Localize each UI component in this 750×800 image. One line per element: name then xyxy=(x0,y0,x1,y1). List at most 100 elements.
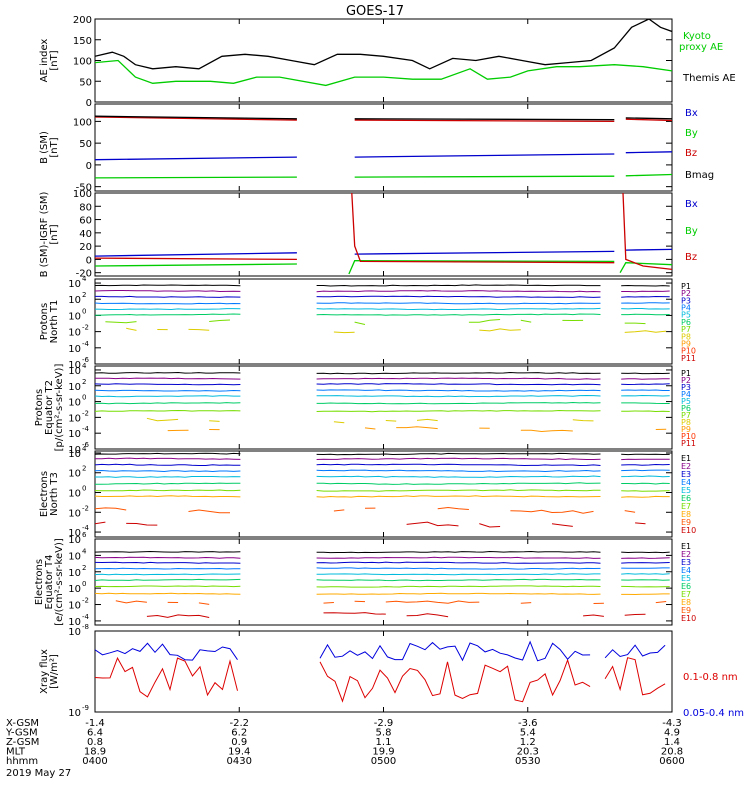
channel-line-e5 xyxy=(316,573,601,576)
series-line-by xyxy=(625,173,672,177)
y-tick-label: 60 xyxy=(79,216,92,227)
legend-p9: P9 xyxy=(681,339,691,348)
channel-line-e8 xyxy=(316,592,601,595)
y-tick-label: 0 xyxy=(86,161,92,172)
y-tick-exponent: 0 xyxy=(82,485,86,493)
y-tick-label: 10 xyxy=(68,360,81,371)
y-tick-label: 10 xyxy=(68,328,81,339)
channel-line-p4 xyxy=(316,302,601,305)
channel-line-e3 xyxy=(621,463,670,466)
y-tick-label: 100 xyxy=(73,189,92,200)
series-line-bx xyxy=(354,153,615,158)
channel-line-p5 xyxy=(95,308,241,311)
series-line-bx xyxy=(354,250,615,255)
y-tick-label: 50 xyxy=(79,77,92,88)
x-value: -1.4 xyxy=(85,718,105,729)
channel-line-p4 xyxy=(621,302,670,304)
channel-line-e1 xyxy=(95,550,241,553)
y-tick-label: 10 xyxy=(68,295,81,306)
series-line-kyoto xyxy=(95,59,672,87)
channel-line-p7 xyxy=(468,319,501,323)
y-axis-label: [e/(cm²-s-sr-keV)] xyxy=(54,538,65,626)
y-tick-label: 10 xyxy=(68,279,81,290)
channel-line-p7 xyxy=(209,319,231,322)
y-tick-exponent: 0 xyxy=(82,394,86,402)
panel-frame xyxy=(94,192,673,277)
channel-line-e9 xyxy=(115,600,147,604)
channel-line-e10 xyxy=(323,612,386,615)
row-label-hhmm: hhmm xyxy=(6,756,38,767)
channel-line-p8 xyxy=(188,328,210,331)
y-tick-exponent: -9 xyxy=(82,704,89,712)
series-line-themis-ae xyxy=(95,19,672,70)
legend-p5: P5 xyxy=(681,311,691,320)
series-line-bz xyxy=(625,118,672,122)
channel-line-p7 xyxy=(354,321,366,325)
channel-line-e6 xyxy=(316,578,601,582)
channel-line-e6 xyxy=(621,579,670,581)
channel-line-p9 xyxy=(396,426,438,430)
y-axis-label: North T1 xyxy=(49,300,60,344)
channel-line-e4 xyxy=(621,469,670,472)
channel-line-e5 xyxy=(621,573,670,575)
channel-line-p6 xyxy=(316,401,601,405)
channel-line-e8 xyxy=(95,495,241,498)
channel-line-e9 xyxy=(323,602,334,604)
y-tick-label: 10 xyxy=(68,617,81,628)
y-tick-label: 0 xyxy=(86,255,92,266)
channel-line-e1 xyxy=(621,551,670,554)
legend-by: By xyxy=(685,226,698,237)
channel-line-p9 xyxy=(520,429,573,433)
legend-bz: Bz xyxy=(685,252,697,263)
channel-line-p1 xyxy=(621,284,670,287)
x-value: -4.3 xyxy=(662,718,682,729)
legend-p4: P4 xyxy=(681,390,691,399)
legend-p7: P7 xyxy=(681,325,691,334)
x-value: 0530 xyxy=(515,756,540,767)
channel-line-p8 xyxy=(479,328,521,332)
channel-line-e9 xyxy=(198,602,210,605)
legend-e3: E3 xyxy=(681,558,691,567)
legend-e2: E2 xyxy=(681,550,691,559)
x-value: -2.2 xyxy=(229,718,249,729)
legend-bmag: Bmag xyxy=(685,170,714,181)
x-value: 20.3 xyxy=(517,747,539,758)
channel-line-e5 xyxy=(316,475,601,478)
channel-line-e10 xyxy=(635,522,646,525)
y-tick-exponent: 4 xyxy=(82,547,87,555)
panel-frame xyxy=(94,630,673,713)
channel-line-p2 xyxy=(316,290,601,293)
y-tick-label: 10 xyxy=(68,528,81,539)
x-value: 0600 xyxy=(659,756,684,767)
y-tick-exponent: 0 xyxy=(82,580,86,588)
y-tick-label: 80 xyxy=(79,202,92,213)
legend-e8: E8 xyxy=(681,510,691,519)
channel-line-e5 xyxy=(95,573,241,576)
y-axis-label: [nT] xyxy=(49,50,60,70)
channel-line-e10 xyxy=(126,522,158,526)
channel-line-e9 xyxy=(188,509,230,514)
x-value: 6.2 xyxy=(231,728,247,739)
legend-p8: P8 xyxy=(681,332,691,341)
y-axis-label: Protons xyxy=(39,303,50,340)
channel-line-p8 xyxy=(146,417,179,422)
channel-line-e9 xyxy=(520,602,532,604)
channel-line-e5 xyxy=(621,475,670,478)
legend-p5: P5 xyxy=(681,397,691,406)
legend-p11: P11 xyxy=(681,354,696,363)
plot-title: GOES-17 xyxy=(346,4,404,19)
channel-line-e3 xyxy=(621,562,670,564)
channel-line-p8 xyxy=(333,331,355,334)
y-axis-label: Equator T4 xyxy=(44,555,55,610)
date-label: 2019 May 27 xyxy=(6,768,71,779)
y-tick-exponent: 2 xyxy=(82,564,86,572)
channel-line-p7 xyxy=(105,321,137,324)
legend-p6: P6 xyxy=(681,318,691,327)
y-tick-label: 10 xyxy=(68,445,81,456)
row-label-z-gsm: Z-GSM xyxy=(6,737,39,748)
x-value: 20.8 xyxy=(661,747,683,758)
x-value: 1.1 xyxy=(376,737,392,748)
channel-line-p7 xyxy=(95,409,241,412)
channel-line-p1 xyxy=(95,284,241,287)
xray-line-long xyxy=(95,656,238,698)
